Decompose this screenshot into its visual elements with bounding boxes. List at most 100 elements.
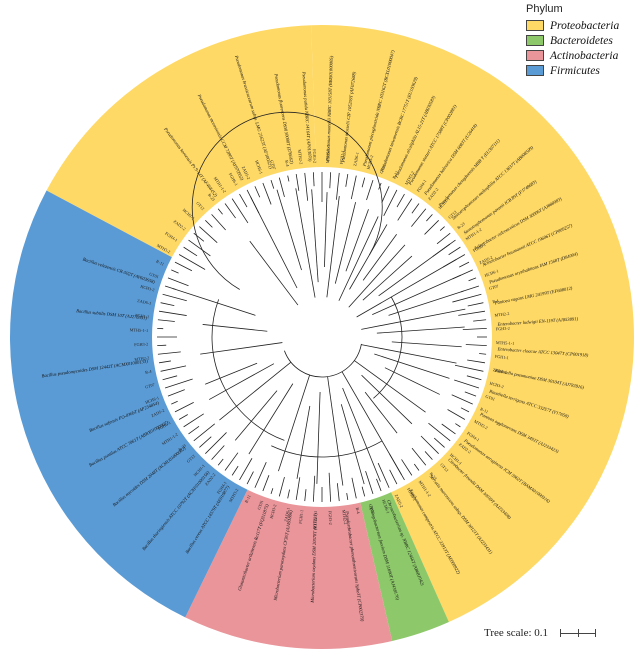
leaf-label: Pseudomonas putida NBRC 14164T (AP013070… — [301, 70, 312, 162]
tree-branch — [296, 405, 311, 479]
tree-leaf-branch — [262, 182, 272, 205]
tree-leaf-branch — [239, 458, 253, 481]
isolate-label: MTH5-1-1 — [130, 327, 149, 333]
leaf-label: Enterobacter cloacae ATCC 13047T (CP0019… — [496, 346, 588, 357]
isolate-label: MTH2-2 — [494, 311, 509, 318]
isolate-label: GT12 — [186, 453, 197, 463]
tree-leaf-branch — [278, 476, 285, 497]
isolate-label: GT12 — [439, 462, 449, 473]
tree-leaf-branch — [287, 175, 290, 182]
tree-branch — [349, 224, 388, 290]
tree-leaf-branch — [443, 254, 466, 268]
tree-leaf-branch — [312, 475, 316, 502]
tree-internal-arc — [373, 296, 403, 399]
isolate-label: R-11 — [391, 170, 399, 180]
isolate-label: R-23 — [429, 471, 438, 481]
tree-branch — [316, 391, 321, 484]
tree-internal-arc — [271, 440, 383, 458]
isolate-label: HCH3-2 — [366, 155, 375, 170]
tree-branch — [276, 189, 302, 271]
tree-leaf-branch — [458, 310, 486, 316]
tree-leaf-branch — [231, 465, 239, 476]
tree-leaf-branch — [167, 389, 185, 397]
isolate-label: FGH3-2 — [496, 326, 510, 332]
isolate-label: R-23 — [177, 443, 187, 452]
tree-center-area — [152, 167, 492, 507]
tree-leaf-branch — [164, 285, 176, 290]
tree-leaf-branch — [174, 261, 193, 272]
tree-branch — [334, 202, 357, 284]
tree-branch — [340, 404, 365, 485]
tree-leaf-branch — [448, 246, 461, 256]
isolate-label: R-11 — [480, 406, 490, 414]
tree-branch — [391, 341, 462, 348]
tree-leaf-branch — [413, 463, 420, 471]
tree-branch — [372, 274, 462, 315]
tree-branch — [348, 244, 406, 308]
tree-leaf-branch — [171, 400, 178, 405]
isolate-label: FGH6-1 — [472, 242, 487, 253]
tree-branches — [157, 111, 487, 502]
tree-leaf-branch — [174, 402, 194, 413]
isolate-label: FGH1-1 — [298, 510, 305, 524]
isolate-label: HCH6-1 — [381, 499, 391, 514]
legend: Phylum Proteobacteria Bacteroidetes Acti… — [526, 3, 638, 78]
tree-branch — [362, 234, 397, 281]
tree-branch — [248, 383, 294, 455]
isolate-label: FGH1-1 — [495, 354, 509, 361]
tree-leaf-branch — [466, 375, 482, 381]
isolate-label: GT01 — [379, 163, 387, 174]
tree-leaf-branch — [436, 232, 451, 245]
tree-leaf-branch — [157, 351, 181, 355]
tree-leaf-branch — [329, 172, 332, 189]
tree-leaf-branch — [188, 239, 211, 257]
isolate-label: R-11 — [244, 494, 252, 504]
isolate-label: FGH4-1 — [466, 431, 480, 443]
tree-leaf-branch — [160, 365, 187, 372]
tree-leaf-branch — [304, 489, 307, 502]
isolate-label: ZAD6-1 — [283, 507, 291, 522]
isolate-label: ZAD6-1 — [137, 298, 152, 306]
isolate-label: R-23 — [456, 221, 466, 230]
tree-leaf-branch — [411, 208, 427, 227]
isolate-label: ZAD6-1 — [492, 367, 507, 375]
tree-branch — [362, 255, 413, 301]
legend-title: Phylum — [526, 3, 563, 15]
tree-scale-bar — [560, 629, 597, 637]
isolate-label: FGH3-2 — [328, 511, 334, 525]
tree-scale: Tree scale: 0.1 — [484, 627, 597, 639]
tree-leaf-branch — [262, 475, 270, 492]
tree-branch — [376, 326, 465, 334]
legend-swatch — [526, 20, 544, 31]
tree-branch — [324, 192, 328, 268]
isolate-label: R-23 — [207, 192, 216, 202]
tree-leaf-branch — [254, 461, 267, 488]
tree-leaf-branch — [468, 277, 477, 282]
sector-proteobacteria — [311, 25, 634, 623]
legend-swatch — [526, 50, 544, 61]
tree-branch — [374, 353, 450, 379]
isolate-label: GT07 — [145, 382, 156, 390]
tree-leaf-branch — [447, 409, 466, 420]
tree-leaf-branch — [428, 422, 451, 442]
tree-branch — [338, 216, 379, 301]
tree-branch — [205, 362, 258, 385]
isolate-label: FGH1-1 — [339, 150, 346, 164]
tree-leaf-branch — [377, 462, 390, 488]
tree-leaf-branch — [217, 208, 223, 215]
tree-leaf-branch — [254, 186, 261, 198]
tree-leaf-branch — [183, 246, 198, 257]
tree-leaf-branch — [246, 471, 254, 485]
tree-leaf-branch — [211, 445, 225, 460]
tree-leaf-branch — [460, 407, 470, 413]
tree-leaf-branch — [365, 470, 374, 495]
tree-leaf-branch — [158, 310, 187, 316]
isolate-label: MTH5-1-1 — [312, 511, 318, 530]
tree-leaf-branch — [287, 489, 290, 499]
tree-branch — [234, 390, 278, 441]
tree-leaf-branch — [389, 469, 398, 485]
tree-internal-arc — [191, 111, 383, 290]
isolate-label: FGH3-2 — [134, 342, 148, 348]
tree-leaf-branch — [295, 173, 300, 191]
isolate-label: FGH6-1 — [157, 420, 172, 431]
